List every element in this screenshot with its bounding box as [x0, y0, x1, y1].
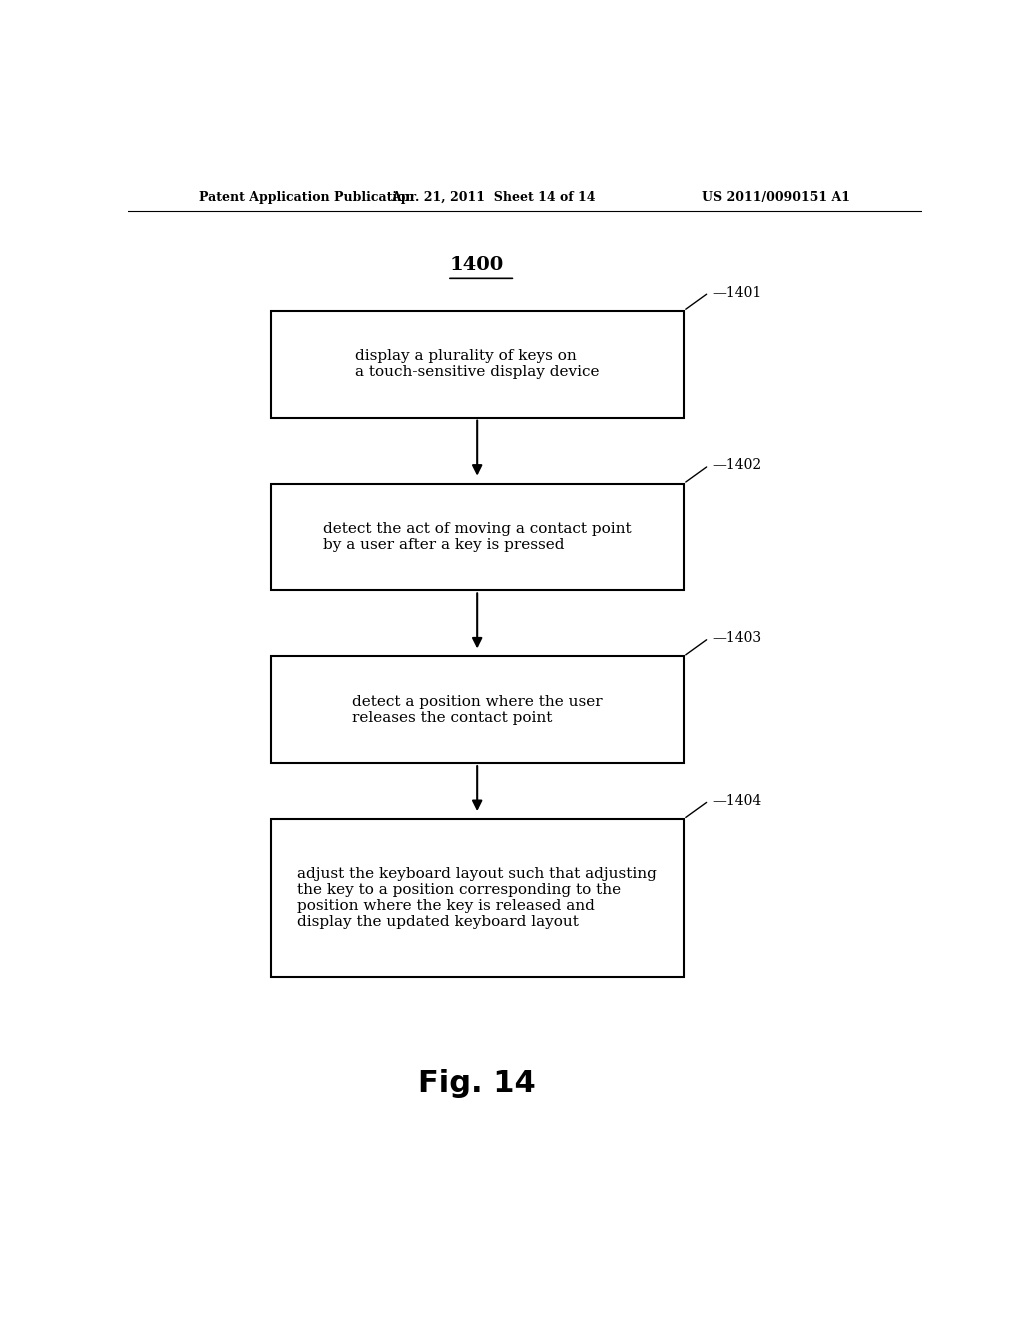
FancyBboxPatch shape	[270, 312, 684, 417]
Text: —1401: —1401	[712, 285, 761, 300]
Text: Patent Application Publication: Patent Application Publication	[200, 190, 415, 203]
Text: —1402: —1402	[712, 458, 761, 473]
Text: US 2011/0090151 A1: US 2011/0090151 A1	[702, 190, 850, 203]
Text: Fig. 14: Fig. 14	[419, 1069, 536, 1098]
Text: Apr. 21, 2011  Sheet 14 of 14: Apr. 21, 2011 Sheet 14 of 14	[391, 190, 595, 203]
Text: —1403: —1403	[712, 631, 761, 645]
FancyBboxPatch shape	[270, 483, 684, 590]
Text: detect the act of moving a contact point
by a user after a key is pressed: detect the act of moving a contact point…	[323, 521, 632, 552]
FancyBboxPatch shape	[270, 818, 684, 977]
Text: detect a position where the user
releases the contact point: detect a position where the user release…	[352, 694, 602, 725]
Text: 1400: 1400	[451, 256, 504, 275]
Text: adjust the keyboard layout such that adjusting
the key to a position correspondi: adjust the keyboard layout such that adj…	[297, 866, 657, 929]
FancyBboxPatch shape	[270, 656, 684, 763]
Text: display a plurality of keys on
a touch-sensitive display device: display a plurality of keys on a touch-s…	[355, 348, 599, 379]
Text: —1404: —1404	[712, 793, 761, 808]
